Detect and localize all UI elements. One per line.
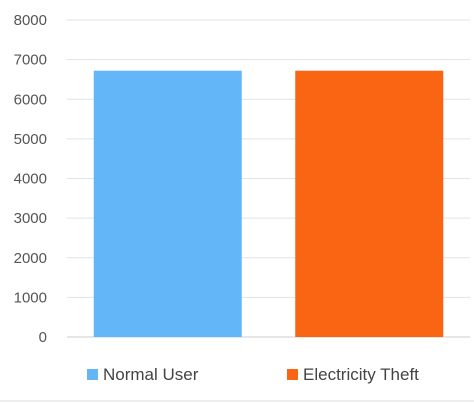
legend-swatch — [287, 369, 298, 380]
y-tick-label: 6000 — [14, 91, 47, 108]
bar-electricity-theft — [295, 70, 444, 337]
bar-normal-user — [93, 70, 242, 337]
y-tick-label: 7000 — [14, 52, 47, 69]
legend-item-1: Electricity Theft — [287, 365, 419, 384]
y-tick-label: 5000 — [14, 131, 47, 148]
legend-item-0: Normal User — [87, 365, 199, 384]
y-tick-label: 8000 — [14, 12, 47, 29]
y-tick-label: 2000 — [14, 250, 47, 267]
legend: Normal User Electricity Theft — [87, 365, 419, 384]
y-axis-ticks: 0 1000 2000 3000 4000 5000 6000 7000 8000 — [14, 12, 47, 346]
legend-label: Normal User — [103, 365, 199, 384]
y-tick-label: 0 — [39, 329, 47, 346]
y-tick-label: 3000 — [14, 210, 47, 227]
bars — [93, 70, 444, 337]
y-tick-label: 4000 — [14, 171, 47, 188]
legend-swatch — [87, 369, 98, 380]
y-tick-label: 1000 — [14, 289, 47, 306]
legend-label: Electricity Theft — [303, 365, 419, 384]
